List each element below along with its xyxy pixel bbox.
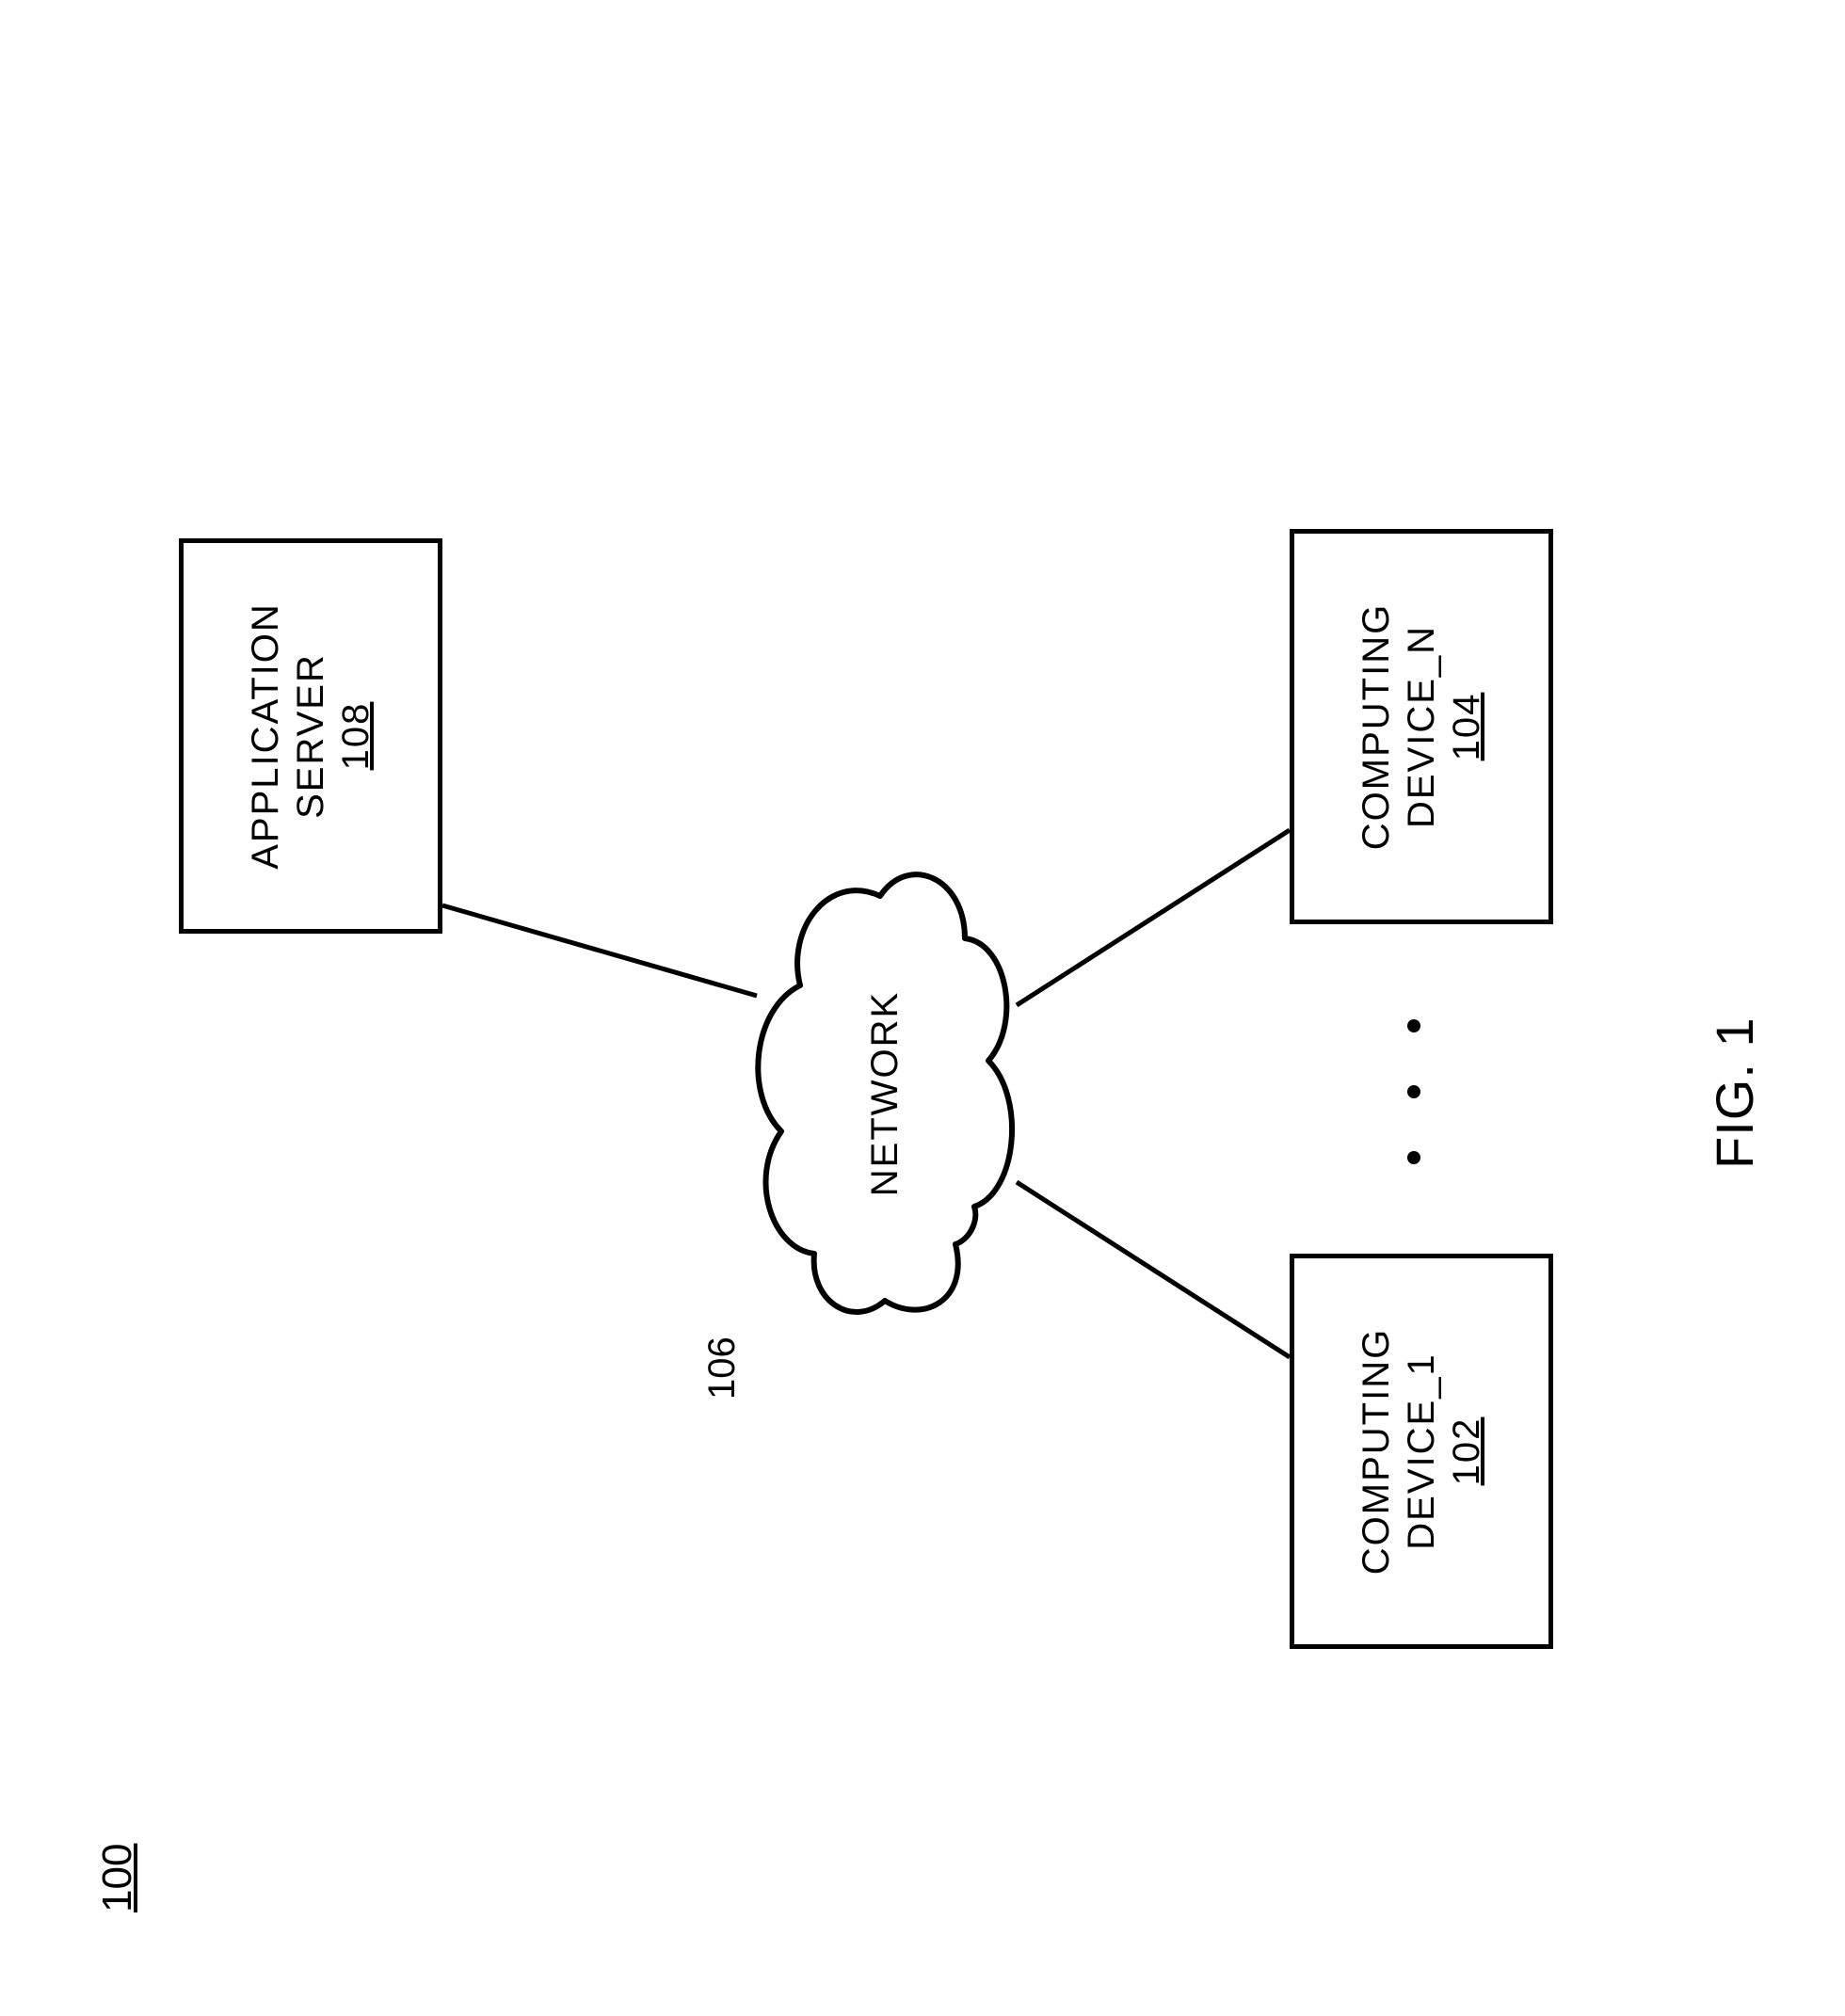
ellipsis-dot-1 [1407,1151,1420,1164]
ellipsis-dot-3 [1407,1019,1420,1032]
app-server-ref: 108 [333,702,378,771]
device-n-line2: DEVICE_N [1399,625,1444,828]
device-1-line1: COMPUTING [1354,1328,1399,1575]
device-1-ref: 102 [1444,1417,1489,1486]
device-n-ref: 104 [1444,693,1489,761]
app-server-line1: APPLICATION [243,602,288,870]
network-ref: 106 [701,1336,744,1400]
app-server-box: APPLICATION SERVER 108 [179,538,442,934]
device-1-line2: DEVICE_1 [1399,1352,1444,1549]
app-server-line2: SERVER [288,653,333,819]
device-n-line1: COMPUTING [1354,603,1399,850]
ellipsis-dot-2 [1407,1085,1420,1098]
device-1-box: COMPUTING DEVICE_1 102 [1290,1254,1553,1649]
figure-caption: FIG. 1 [1704,1016,1765,1169]
network-label: NETWORK [864,990,906,1197]
device-n-box: COMPUTING DEVICE_N 104 [1290,529,1553,924]
